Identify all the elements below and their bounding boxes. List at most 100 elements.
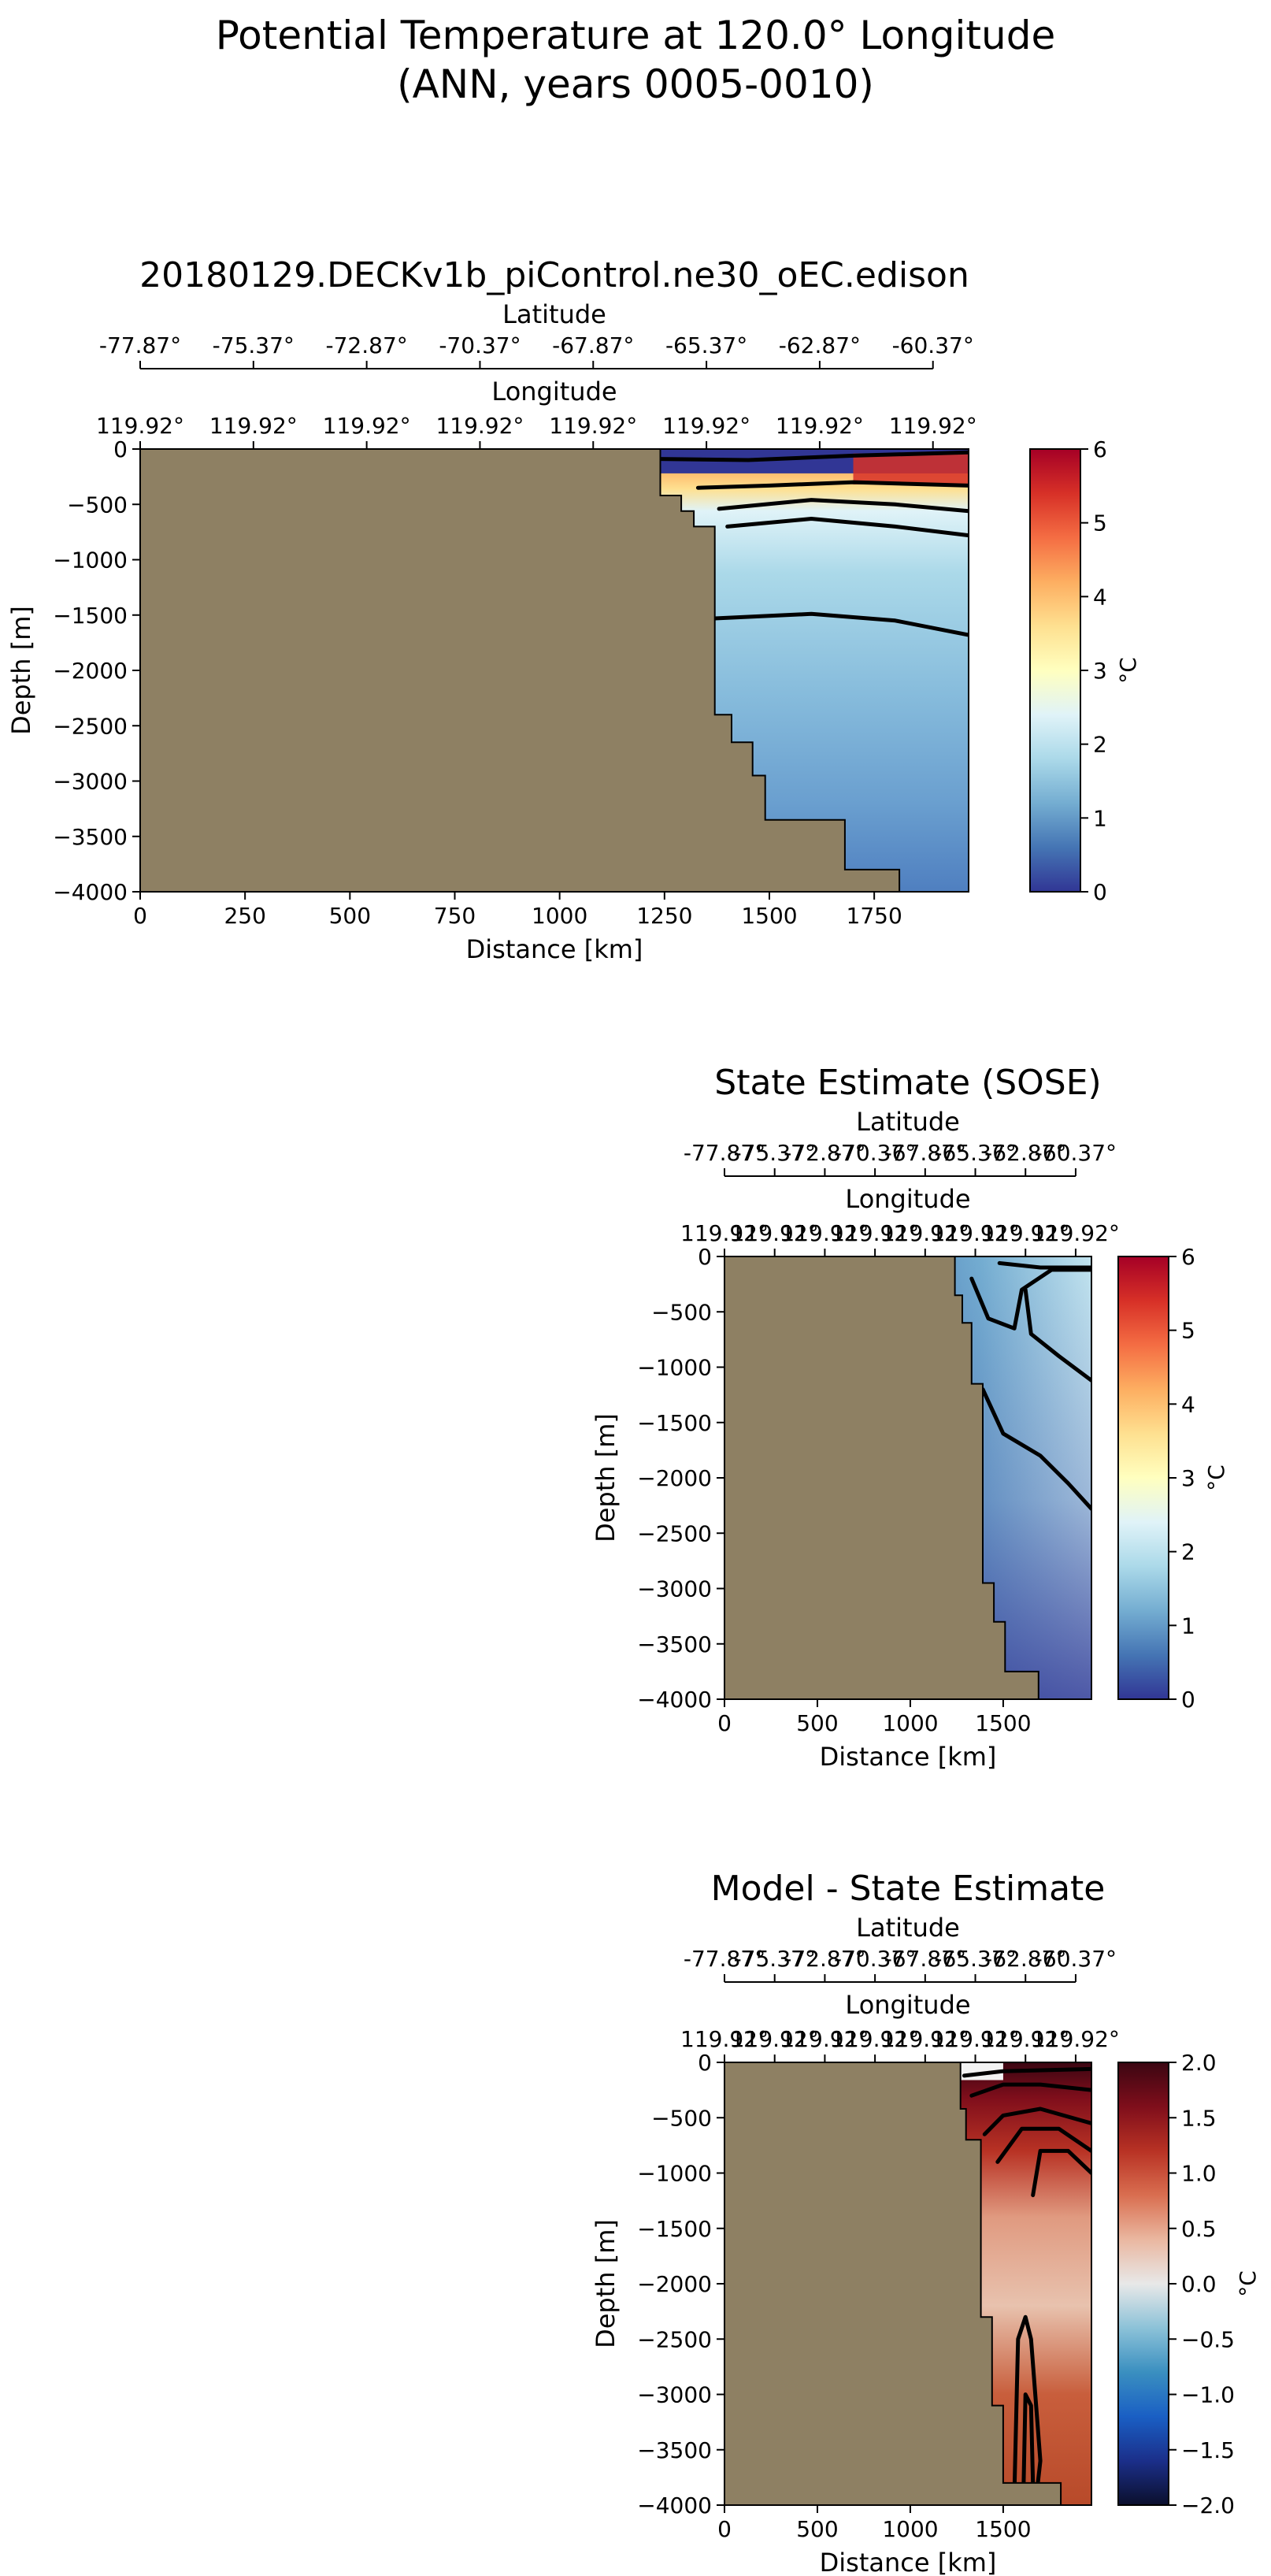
model-x-tick-label: 1750	[847, 903, 902, 929]
diff-contour-line	[982, 2106, 1091, 2136]
diff-plot-area	[724, 2062, 1091, 2505]
sose-y-tick-label: −1000	[637, 1355, 712, 1381]
model-latitude-tick-label: -72.87°	[326, 332, 408, 358]
diff-y-tick-label: −3000	[637, 2382, 712, 2408]
diff-colorbar-tick-label: −2.0	[1181, 2492, 1235, 2518]
model-contour-line	[713, 611, 969, 637]
sose-colorbar-tick-label: 0	[1181, 1687, 1195, 1713]
sose-latitude-tick-label: -75.37°	[734, 1140, 816, 1166]
sose-x-tick-label: 500	[796, 1710, 838, 1736]
diff-land-mask	[724, 2062, 1062, 2505]
diff-colorbar-label: °C	[1235, 2270, 1261, 2297]
diff-contour-line	[962, 2066, 1091, 2078]
diff-colorbar-tick-label: 1.5	[1181, 2105, 1217, 2131]
model-longitude-tick-label: 119.92°	[435, 413, 524, 439]
diff-contour-line	[995, 2126, 1091, 2164]
model-longitude-tick-label: 119.92°	[889, 413, 977, 439]
diff-latitude-tick-label: -65.37°	[934, 1946, 1016, 1972]
sose-x-tick-label: 0	[717, 1710, 732, 1736]
diff-colorbar-tick-label: 0.0	[1181, 2271, 1217, 2297]
sose-colorbar-tick-label: 5	[1181, 1318, 1195, 1344]
model-plot-area	[140, 449, 969, 892]
diff-colorbar-tick-label: −0.5	[1181, 2326, 1235, 2352]
diff-y-tick-label: −1000	[637, 2161, 712, 2187]
sose-y-tick-label: −500	[651, 1299, 712, 1325]
model-panel-title: 20180129.DECKv1b_piControl.ne30_oEC.edis…	[139, 255, 969, 295]
sose-latitude-tick-label: -60.37°	[1035, 1140, 1117, 1166]
model-colorbar-tick-label: 1	[1093, 805, 1107, 831]
diff-longitude-tick-label: 119.92°	[831, 2026, 919, 2052]
model-latitude-axis-label: Latitude	[502, 299, 606, 329]
diff-longitude-tick-label: 119.92°	[1032, 2026, 1120, 2052]
diff-contour-line	[1031, 2148, 1091, 2198]
diff-latitude-tick-label: -60.37°	[1035, 1946, 1117, 1972]
diff-colorbar	[1117, 2062, 1169, 2506]
model-y-tick-label: −3500	[53, 824, 128, 850]
model-longitude-tick-label: 119.92°	[776, 413, 864, 439]
sose-latitude-tick-label: -62.87°	[984, 1140, 1066, 1166]
sose-latitude-tick-label: -72.87°	[784, 1140, 865, 1166]
model-y-tick-label: −1000	[53, 547, 128, 573]
model-colorbar-tick-label: 3	[1093, 658, 1107, 684]
model-latitude-tick-label: -67.87°	[552, 332, 634, 358]
model-x-axis-label: Distance [km]	[466, 934, 643, 964]
figure-title-line-1: Potential Temperature at 120.0° Longitud…	[216, 13, 1055, 58]
model-latitude-tick-label: -75.37°	[213, 332, 295, 358]
model-colorbar	[1029, 448, 1081, 893]
diff-longitude-tick-label: 119.92°	[981, 2026, 1069, 2052]
diff-contour-line	[969, 2082, 1091, 2098]
diff-y-tick-label: −4000	[637, 2492, 712, 2518]
sose-y-axis-label: Depth [m]	[591, 1413, 621, 1542]
sose-longitude-tick-label: 119.92°	[780, 1220, 869, 1246]
model-contour-line	[725, 517, 969, 538]
sose-colorbar	[1117, 1256, 1169, 1700]
diff-x-tick-label: 0	[717, 2516, 732, 2542]
sose-latitude-tick-label: -70.37°	[834, 1140, 916, 1166]
model-contour-line	[695, 480, 969, 490]
sose-contour-line	[1023, 1287, 1091, 1383]
model-longitude-tick-label: 119.92°	[662, 413, 750, 439]
diff-x-axis-label: Distance [km]	[820, 2548, 997, 2576]
sose-x-tick-label: 1000	[882, 1710, 938, 1736]
diff-latitude-tick-label: -62.87°	[984, 1946, 1066, 1972]
model-latitude-tick-label: -70.37°	[439, 332, 521, 358]
diff-longitude-tick-label: 119.92°	[731, 2026, 819, 2052]
model-y-tick-label: −500	[67, 492, 128, 518]
model-contour-line	[717, 498, 969, 514]
sose-y-tick-label: −3500	[637, 1631, 712, 1657]
model-x-tick-label: 250	[224, 903, 265, 929]
sose-longitude-tick-label: 119.92°	[831, 1220, 919, 1246]
sose-longitude-tick-label: 119.92°	[731, 1220, 819, 1246]
model-y-axis-label: Depth [m]	[6, 606, 36, 735]
sose-y-tick-label: −1500	[637, 1410, 712, 1436]
sose-colorbar-tick-label: 1	[1181, 1613, 1195, 1639]
model-x-tick-label: 0	[133, 903, 147, 929]
sose-y-tick-label: −2500	[637, 1520, 712, 1546]
sose-contour-line	[969, 1268, 1091, 1331]
model-colorbar-tick-label: 2	[1093, 732, 1107, 758]
diff-colorbar-tick-label: −1.0	[1181, 2382, 1235, 2408]
diff-y-axis-label: Depth [m]	[591, 2219, 621, 2348]
sose-y-tick-label: −2000	[637, 1465, 712, 1491]
diff-y-tick-label: −2000	[637, 2271, 712, 2297]
sose-y-tick-label: −3000	[637, 1576, 712, 1602]
diff-y-tick-label: −2500	[637, 2326, 712, 2352]
diff-x-tick-label: 1500	[975, 2516, 1031, 2542]
model-longitude-tick-label: 119.92°	[96, 413, 184, 439]
diff-longitude-tick-label: 119.92°	[932, 2026, 1020, 2052]
diff-contour-line	[1021, 2392, 1036, 2485]
model-warm-core	[853, 453, 969, 484]
model-colorbar-tick-label: 0	[1093, 879, 1107, 905]
sose-longitude-tick-label: 119.92°	[981, 1220, 1069, 1246]
model-x-tick-label: 1250	[636, 903, 692, 929]
diff-colorbar-tick-label: 2.0	[1181, 2050, 1217, 2076]
model-contour-line	[658, 450, 969, 462]
diff-longitude-axis-label: Longitude	[845, 1990, 970, 2020]
model-latitude-tick-label: -77.87°	[99, 332, 181, 358]
sose-colorbar-tick-label: 2	[1181, 1539, 1195, 1565]
diff-longitude-tick-label: 119.92°	[680, 2026, 769, 2052]
model-y-tick-label: −2000	[53, 658, 128, 684]
sose-contour-line	[997, 1260, 1091, 1270]
